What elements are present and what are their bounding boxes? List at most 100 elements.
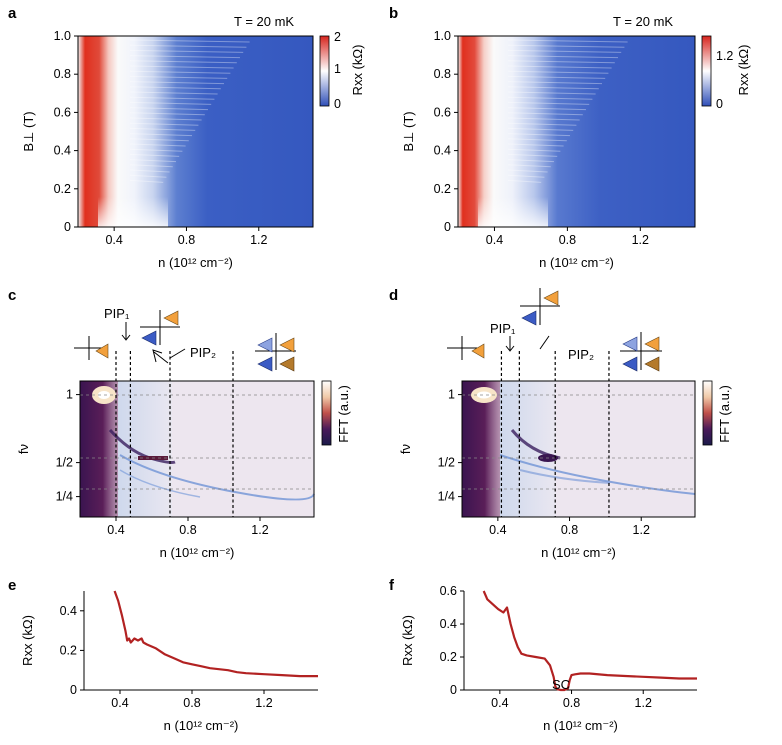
rxx-line-f xyxy=(482,590,697,692)
oscillation-stripe xyxy=(507,39,628,43)
y-axis-label: B⊥ (T) xyxy=(21,111,36,151)
oscillation-stripe xyxy=(507,138,567,142)
oscillation-stripe xyxy=(507,60,615,64)
axes-e: 0.4 0.8 1.2 0 0.2 0.4 n (10¹² cm⁻²) Rxx (kΩ) xyxy=(20,591,318,733)
y-tick-label: 1.0 xyxy=(54,29,71,43)
x-tick-label: 0.4 xyxy=(489,523,506,537)
panel-label-a: a xyxy=(8,5,17,22)
band-schematic-d-3 xyxy=(620,332,662,372)
fft-map-d-low-density xyxy=(462,381,500,517)
oscillation-stripe xyxy=(129,55,241,59)
valley-triangle-orange-icon xyxy=(471,343,485,359)
panel-label-b: b xyxy=(389,5,398,22)
oscillation-stripes-a xyxy=(129,39,250,183)
oscillation-stripe xyxy=(129,112,205,116)
valley-triangle-blue-icon xyxy=(141,330,157,346)
panel-e: e 0.4 0.8 1.2 0 0.2 0.4 n (10¹² cm⁻²) Rxx (kΩ) xyxy=(8,577,318,733)
pointer-line xyxy=(169,348,186,359)
y-tick-label: 0.4 xyxy=(54,144,71,158)
valley-triangle-orange-icon xyxy=(644,336,660,352)
colorbar-a-tick-2: 0 xyxy=(334,97,341,111)
panel-c: c PIP₁ PIP₂ xyxy=(8,287,351,560)
x-axis-label: n (10¹² cm⁻²) xyxy=(164,718,239,733)
phase-label-pip1-c: PIP₁ xyxy=(104,306,130,321)
fft-map-c-low-density xyxy=(80,381,118,517)
x-tick-label: 0.8 xyxy=(563,696,580,710)
y-tick-label: 1.0 xyxy=(434,29,451,43)
colorbar-c-gradient xyxy=(321,380,332,446)
oscillation-stripe xyxy=(129,127,196,131)
panel-a: a T = 20 mK 0.4 0.8 1.2 0 0.2 0.4 0.6 0.8 1.0 n (… xyxy=(8,5,365,270)
y-tick-label: 0.2 xyxy=(54,182,71,196)
panel-b: b T = 20 mK 0.4 0.8 1.2 0 0.2 0.4 0.6 0.8 1.0 n (… xyxy=(389,5,751,270)
valley-triangle-blue-icon xyxy=(622,356,638,372)
x-tick-label: 1.2 xyxy=(251,523,268,537)
colorbar-b-tick-0: 1.2 xyxy=(716,49,733,63)
phase-label-pip2-c: PIP₂ xyxy=(190,345,216,360)
phase-label-pip2-d: PIP₂ xyxy=(568,347,594,362)
valley-triangle-blue-icon xyxy=(521,310,537,326)
phase-boundaries-c xyxy=(115,351,234,517)
oscillation-stripe xyxy=(129,49,244,53)
y-axis-label: Rxx (kΩ) xyxy=(20,615,35,666)
oscillation-stripe xyxy=(129,153,180,157)
y-tick-label: 0 xyxy=(64,220,71,234)
oscillation-stripe xyxy=(129,148,183,152)
oscillation-stripe xyxy=(129,91,218,95)
oscillation-stripe xyxy=(507,143,564,147)
band-schematic-d-1 xyxy=(447,336,485,360)
oscillation-stripe xyxy=(507,107,587,111)
oscillation-stripe xyxy=(507,153,558,157)
oscillation-stripe xyxy=(507,70,609,74)
oscillation-stripe xyxy=(129,65,234,69)
y-tick-label: 1/4 xyxy=(56,490,73,504)
y-tick-label: 0.6 xyxy=(434,105,451,119)
oscillation-stripe xyxy=(507,49,622,53)
colorbar-a-gradient xyxy=(319,35,330,107)
oscillation-stripe xyxy=(129,133,193,137)
colorbar-b: 1.2 0 Rxx (kΩ) xyxy=(701,35,751,111)
oscillation-stripe xyxy=(507,112,583,116)
oscillation-stripe xyxy=(507,127,574,131)
x-tick-label: 0.8 xyxy=(183,696,200,710)
x-tick-label: 0.8 xyxy=(559,233,576,247)
y-axis-label: fν xyxy=(398,444,413,454)
x-axis-label: n (10¹² cm⁻²) xyxy=(541,545,616,560)
x-axis-label: n (10¹² cm⁻²) xyxy=(160,545,235,560)
y-tick-label: 1/2 xyxy=(438,456,455,470)
pointer-line xyxy=(539,335,550,350)
valley-triangle-orange-icon xyxy=(163,310,179,326)
panel-label-c: c xyxy=(8,287,16,304)
valley-triangle-blue-icon xyxy=(257,356,273,372)
colorbar-a-tick-0: 2 xyxy=(334,30,341,44)
panel-label-d: d xyxy=(389,287,398,304)
x-tick-label: 0.8 xyxy=(561,523,578,537)
valley-triangle-lightblue-icon xyxy=(257,337,273,353)
valley-triangle-orange-icon xyxy=(95,343,109,359)
x-tick-label: 0.4 xyxy=(491,696,508,710)
y-axis-label: Rxx (kΩ) xyxy=(400,615,415,666)
oscillation-stripe xyxy=(507,75,606,79)
fft-map-d xyxy=(461,351,696,518)
oscillation-stripe xyxy=(129,117,202,121)
y-tick-label: 0.4 xyxy=(434,144,451,158)
rxx-line-e xyxy=(113,590,318,678)
oscillation-stripe xyxy=(129,86,221,90)
colorbar-a-label: Rxx (kΩ) xyxy=(350,45,365,96)
oscillation-stripe xyxy=(129,143,186,147)
colorbar-c-label: FFT (a.u.) xyxy=(336,385,351,443)
band-schematic-c-1 xyxy=(74,336,109,360)
oscillation-stripe xyxy=(129,75,228,79)
x-tick-label: 0.8 xyxy=(178,233,195,247)
x-axis-label: n (10¹² cm⁻²) xyxy=(539,255,614,270)
oscillation-stripe xyxy=(129,138,189,142)
colorbar-c: FFT (a.u.) xyxy=(321,380,351,446)
y-tick-label: 0.8 xyxy=(54,67,71,81)
oscillation-stripe xyxy=(507,122,577,126)
heatmap-a-low-field-region xyxy=(98,160,168,227)
oscillation-stripe xyxy=(129,96,215,100)
x-tick-label: 1.2 xyxy=(250,233,267,247)
y-tick-label: 0 xyxy=(70,683,77,697)
oscillation-stripe xyxy=(507,44,625,48)
